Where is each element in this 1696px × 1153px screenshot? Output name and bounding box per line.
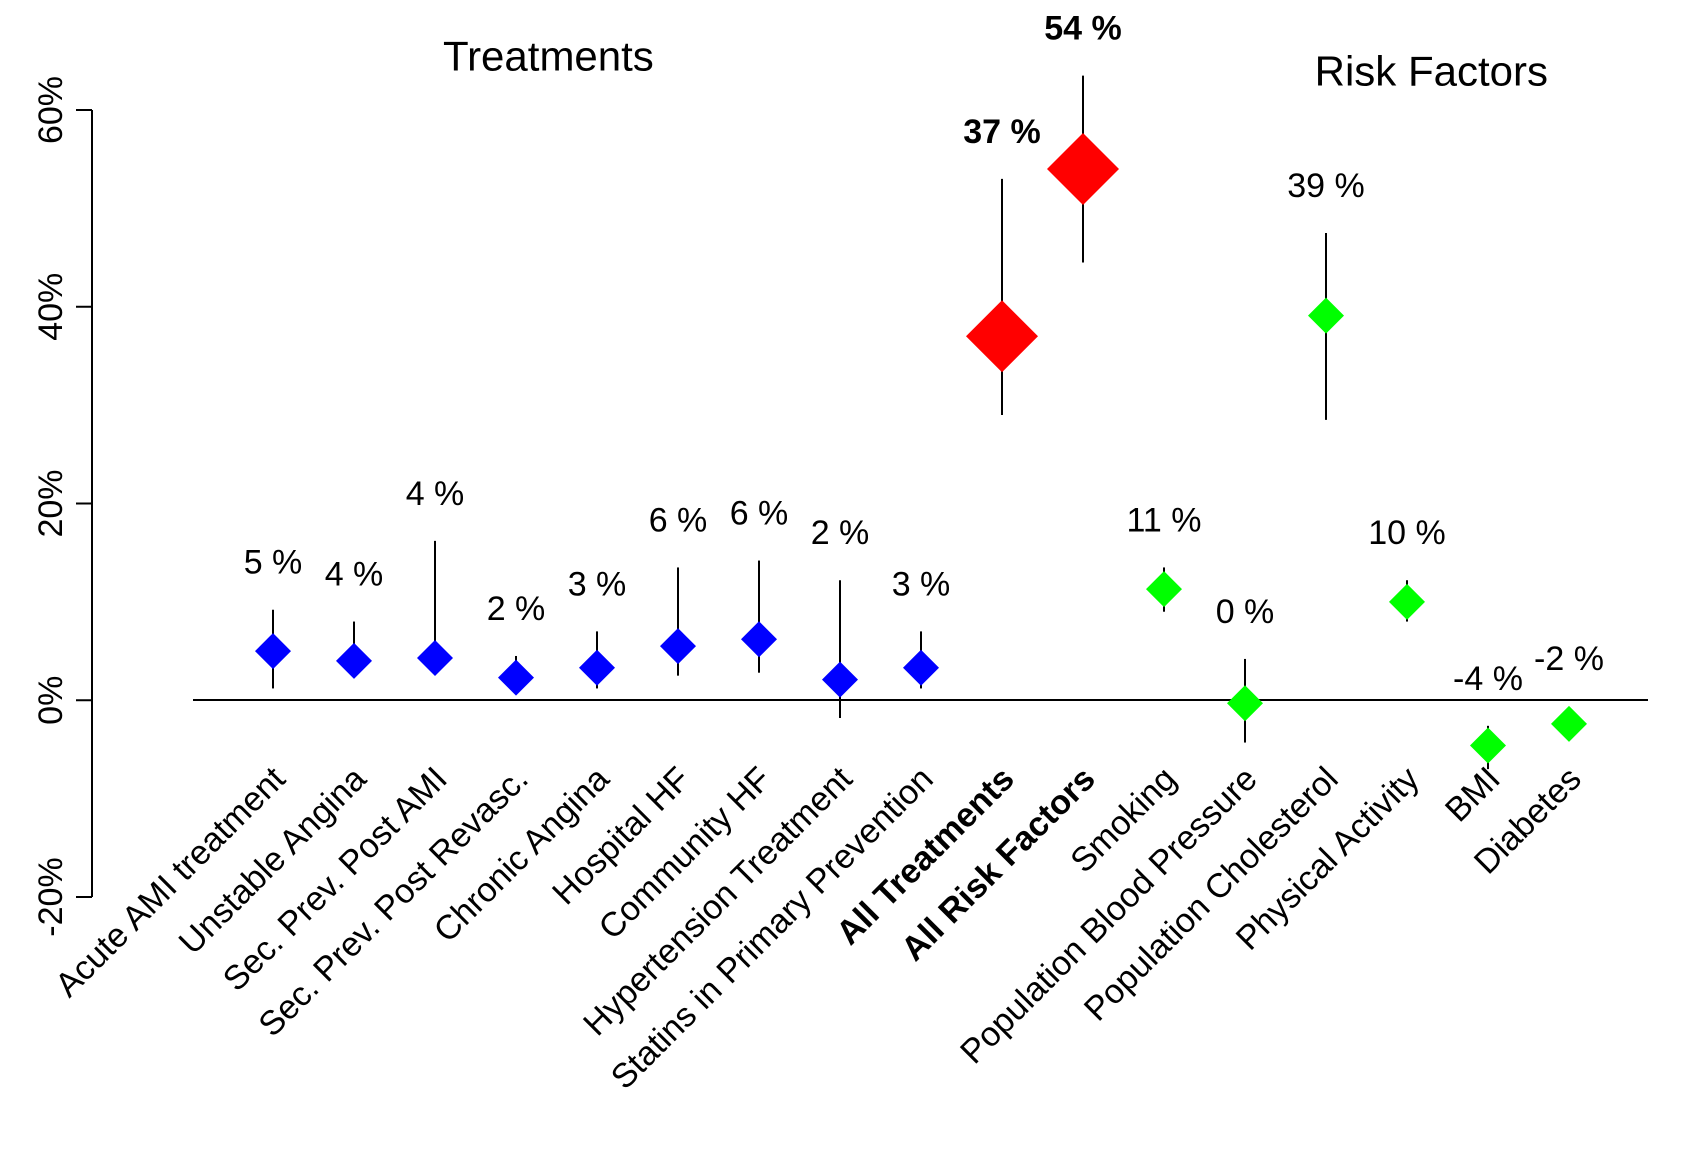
category-label: BMI — [1438, 760, 1508, 830]
value-labels: 5 % 4 % 4 % 2 % 3 % 6 % 6 % 2 % 3 % 37 % 54 % 11 % 0… — [244, 10, 1604, 698]
diamond-marker-treatment — [417, 639, 453, 676]
diamond-marker-treatment — [498, 659, 534, 696]
diamond-marker-treatment — [579, 649, 615, 686]
value-label: 10 % — [1368, 514, 1446, 552]
value-label: 11 % — [1127, 501, 1202, 539]
diamond-marker-treatment — [903, 649, 939, 686]
diamond-marker-treatment — [255, 633, 291, 670]
value-label: 2 % — [487, 590, 546, 628]
value-label: -2 % — [1534, 640, 1604, 678]
diamond-marker-risk_factor — [1308, 297, 1344, 334]
value-label: 5 % — [244, 544, 303, 582]
diamond-marker-treatment — [741, 621, 777, 658]
group-titles: Treatments Risk Factors — [443, 33, 1548, 95]
diamond-marker-risk_factor — [1389, 583, 1425, 620]
y-tick-label: 60% — [32, 76, 70, 144]
value-label: 0 % — [1216, 593, 1275, 631]
value-label: 4 % — [406, 475, 465, 513]
y-tick-label: 0% — [32, 676, 70, 725]
value-label: 4 % — [325, 556, 384, 594]
diamond-marker-risk_factor — [1146, 571, 1182, 608]
value-label: 54 % — [1044, 10, 1122, 48]
group-title: Risk Factors — [1315, 47, 1548, 94]
diamond-marker-treatment — [336, 642, 372, 679]
diamond-marker-risk_factor — [1227, 685, 1263, 722]
diamond-marker-total — [1047, 133, 1119, 206]
value-label: 2 % — [811, 514, 870, 552]
value-label: 6 % — [730, 495, 789, 533]
value-label: 39 % — [1287, 167, 1365, 205]
group-title: Treatments — [443, 33, 654, 80]
diamond-marker-treatment — [660, 628, 696, 665]
y-tick-label: 20% — [32, 469, 70, 537]
value-label: -4 % — [1453, 660, 1523, 698]
value-label: 37 % — [963, 113, 1041, 151]
value-label: 3 % — [892, 565, 951, 603]
y-axis-ticks: -20% 0% 20% 40% 60% — [32, 76, 92, 937]
value-label: 6 % — [649, 501, 708, 539]
point-markers — [255, 133, 1587, 764]
diamond-marker-risk_factor — [1551, 705, 1587, 742]
value-label: 3 % — [568, 565, 627, 603]
diamond-marker-risk_factor — [1470, 727, 1506, 764]
y-tick-label: -20% — [32, 857, 70, 936]
diamond-marker-treatment — [822, 661, 858, 698]
y-tick-label: 40% — [32, 273, 70, 341]
diamond-marker-total — [966, 300, 1038, 373]
